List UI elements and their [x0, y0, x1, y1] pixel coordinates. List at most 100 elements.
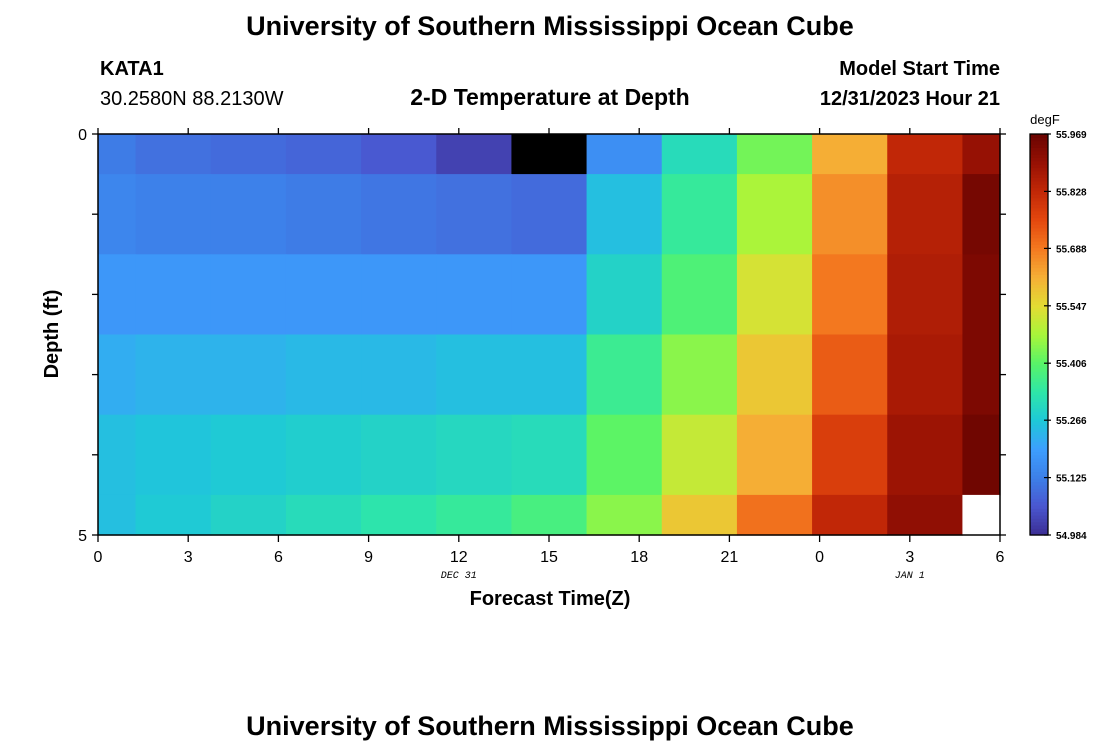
x-tick-label: 3 [184, 549, 193, 566]
heatmap-cell [98, 334, 137, 416]
model-start-label: Model Start Time [839, 58, 1000, 80]
colorbar-swatch [1030, 508, 1048, 513]
heatmap-cell [285, 494, 362, 536]
colorbar-swatch [1030, 257, 1048, 262]
colorbar-swatch [1030, 184, 1048, 189]
station-coords: 30.2580N 88.2130W [100, 88, 284, 110]
colorbar-swatch [1030, 424, 1048, 429]
heatmap-cell [887, 494, 964, 536]
colorbar-frame [1029, 133, 1049, 536]
colorbar-swatch [1030, 354, 1048, 359]
colorbar-swatch [1030, 431, 1048, 436]
colorbar-swatch [1030, 327, 1048, 332]
colorbar-swatch [1030, 210, 1048, 215]
colorbar-swatch [1030, 341, 1048, 346]
heatmap-cell [736, 334, 813, 416]
heatmap-cell [812, 174, 888, 255]
colorbar-swatch [1030, 190, 1048, 195]
colorbar-swatch [1030, 524, 1048, 529]
heatmap-cell [135, 414, 212, 496]
colorbar-swatch [1030, 504, 1048, 509]
colorbar-tick-label: 55.688 [1056, 244, 1087, 255]
x-tick-label: 6 [274, 549, 283, 566]
colorbar-swatch [1030, 177, 1048, 182]
colorbar-swatch [1030, 488, 1048, 493]
colorbar-swatch [1030, 337, 1048, 342]
colorbar-swatch [1030, 411, 1048, 416]
colorbar-tick-label: 55.547 [1056, 302, 1087, 313]
heatmap-cell [586, 254, 663, 336]
colorbar-swatch [1030, 297, 1048, 302]
colorbar-swatch [1030, 160, 1048, 165]
colorbar-swatch [1030, 200, 1048, 205]
heatmap-cell [736, 254, 813, 336]
y-axis: 05 [78, 127, 1006, 545]
colorbar-swatch [1030, 421, 1048, 426]
heatmap-cell [736, 414, 813, 496]
colorbar-swatch [1030, 351, 1048, 356]
colorbar-swatch [1030, 454, 1048, 459]
colorbar-swatch [1030, 514, 1048, 519]
heatmap-cell [98, 174, 137, 255]
heatmap-cell [135, 494, 212, 536]
colorbar-swatch [1030, 448, 1048, 453]
heatmap-cell [586, 334, 663, 416]
colorbar-swatch [1030, 377, 1048, 382]
colorbar-swatch [1030, 180, 1048, 185]
heatmap-cell [285, 334, 362, 416]
colorbar-swatch [1030, 347, 1048, 352]
heatmap-cell [586, 174, 663, 255]
colorbar-swatch [1030, 220, 1048, 225]
colorbar-swatch [1030, 314, 1048, 319]
x-tick-label: 3 [905, 549, 914, 566]
heatmap-cell [736, 494, 813, 536]
colorbar-swatch [1030, 374, 1048, 379]
colorbar-swatch [1030, 418, 1048, 422]
heatmap-cell [962, 174, 1001, 255]
colorbar-swatch [1030, 140, 1048, 145]
heatmap-cell [436, 494, 513, 536]
colorbar-swatch [1030, 397, 1048, 402]
colorbar-swatch [1030, 260, 1048, 265]
colorbar-tick-label: 55.406 [1056, 359, 1087, 370]
colorbar-tick-label: 55.828 [1056, 187, 1087, 198]
heatmap-cell [812, 334, 888, 416]
colorbar-swatch [1030, 230, 1048, 235]
colorbar-swatch [1030, 287, 1048, 292]
heatmap-cell [586, 414, 663, 496]
colorbar-swatch [1030, 294, 1048, 299]
colorbar-swatch [1030, 244, 1048, 249]
heatmap-cell [812, 414, 888, 496]
colorbar-swatch [1030, 441, 1048, 446]
colorbar-swatch [1030, 317, 1048, 322]
heatmap-cell [436, 334, 513, 416]
colorbar-swatch [1030, 474, 1048, 479]
colorbar-tick-label: 55.969 [1056, 130, 1087, 141]
colorbar-swatch [1030, 451, 1048, 456]
heatmap-cell [736, 174, 813, 255]
heatmap-cell [736, 134, 813, 175]
colorbar-swatch [1030, 321, 1048, 326]
colorbar-swatch [1030, 284, 1048, 289]
colorbar-swatch [1030, 271, 1048, 275]
x-tick-label: 0 [815, 549, 824, 566]
heatmap-cell [661, 174, 738, 255]
colorbar-swatch [1030, 311, 1048, 316]
heatmap-cell [962, 134, 1001, 175]
heatmap-cell [812, 254, 888, 336]
heatmap-cell [511, 254, 588, 336]
colorbar-swatch [1030, 224, 1048, 229]
heatmap-cell [210, 414, 287, 496]
x-date-label: DEC 31 [441, 571, 477, 582]
x-axis-label: Forecast Time(Z) [470, 588, 631, 610]
colorbar-tick-label: 55.125 [1056, 474, 1087, 485]
footer-title: University of Southern Mississippi Ocean… [246, 711, 854, 741]
y-tick-label: 5 [78, 528, 87, 545]
heatmap-cell [436, 174, 513, 255]
heatmap-cell [361, 174, 437, 255]
heatmap-cell [511, 414, 588, 496]
colorbar-swatch [1030, 364, 1048, 369]
heatmap-cell [661, 134, 738, 175]
colorbar-swatch [1030, 204, 1048, 209]
x-axis: 0 3 6 9 12 15 18 21 0 3 6 DEC 31 JAN 1 [94, 128, 1005, 582]
